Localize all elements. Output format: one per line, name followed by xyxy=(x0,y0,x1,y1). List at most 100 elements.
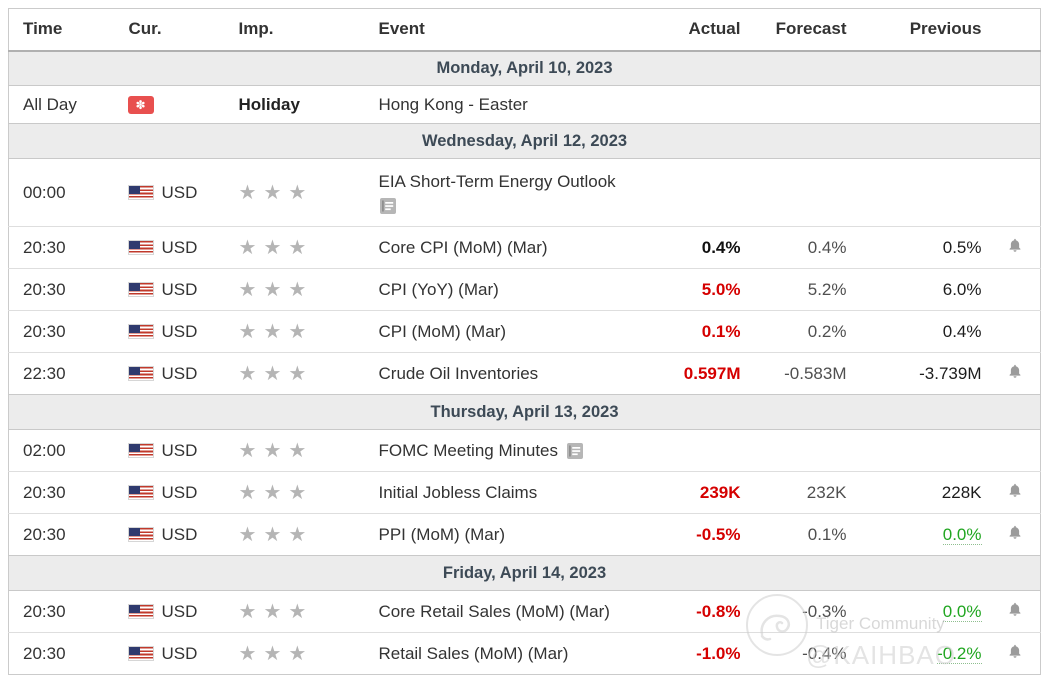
actual-value: -1.0% xyxy=(696,643,741,663)
forecast-cell: 5.2% xyxy=(748,268,855,311)
alert-bell-icon[interactable] xyxy=(1007,237,1023,254)
importance-cell: ★ ★ ★ xyxy=(230,352,371,395)
event-name-link[interactable]: CPI (YoY) (Mar) xyxy=(378,279,499,299)
event-row: 20:30 USD ★ ★ ★ Core CPI (MoM) (Mar) 0.4% 0.4% 0… xyxy=(8,226,1041,269)
currency-cell: USD xyxy=(120,513,231,556)
event-row: 20:30 USD ★ ★ ★ CPI (YoY) (Mar) 5.0% 5.2% 6.0% xyxy=(8,268,1041,311)
importance-star-icon: ★ xyxy=(263,363,282,385)
previous-cell: 0.4% xyxy=(854,310,990,353)
importance-star-icon: ★ xyxy=(288,321,307,343)
event-cell: Core Retail Sales (MoM) (Mar) xyxy=(370,590,676,633)
forecast-cell xyxy=(748,85,855,124)
event-time: 20:30 xyxy=(8,310,121,353)
forecast-value: 0.4% xyxy=(807,237,847,257)
event-name-link[interactable]: Initial Jobless Claims xyxy=(378,482,538,502)
col-header-importance: Imp. xyxy=(230,8,371,52)
importance-star-icon: ★ xyxy=(263,482,282,504)
us-flag-icon xyxy=(127,527,154,543)
report-document-icon[interactable] xyxy=(567,443,583,460)
alert-cell xyxy=(989,590,1041,633)
previous-value: 0.5% xyxy=(942,237,982,257)
report-document-icon[interactable] xyxy=(379,197,676,214)
event-time: 20:30 xyxy=(8,471,121,514)
hong-kong-flag-icon: ✽ xyxy=(127,96,154,115)
currency-cell: USD xyxy=(120,158,231,227)
alert-cell xyxy=(989,429,1041,472)
importance-star-icon: ★ xyxy=(263,182,282,204)
actual-cell: 239K xyxy=(675,471,749,514)
event-time: 22:30 xyxy=(8,352,121,395)
actual-cell: 5.0% xyxy=(675,268,749,311)
alert-bell-icon[interactable] xyxy=(1007,524,1023,541)
importance-star-icon: ★ xyxy=(263,440,282,462)
previous-cell: -3.739M xyxy=(854,352,990,395)
previous-value: -0.2% xyxy=(937,643,982,664)
forecast-value: 232K xyxy=(806,482,847,502)
event-name-link[interactable]: Core CPI (MoM) (Mar) xyxy=(378,237,548,257)
importance-star-icon: ★ xyxy=(288,279,307,301)
economic-calendar-table: Time Cur. Imp. Event Actual Forecast Pre… xyxy=(8,8,1041,675)
event-cell: CPI (YoY) (Mar) xyxy=(370,268,676,311)
event-cell: FOMC Meeting Minutes xyxy=(370,429,676,472)
us-flag-icon xyxy=(127,443,154,459)
currency-code: USD xyxy=(161,182,198,202)
previous-cell: 0.0% xyxy=(854,513,990,556)
event-name-link[interactable]: PPI (MoM) (Mar) xyxy=(378,524,506,544)
event-cell: CPI (MoM) (Mar) xyxy=(370,310,676,353)
alert-bell-icon[interactable] xyxy=(1007,601,1023,618)
event-time: 02:00 xyxy=(8,429,121,472)
importance-star-icon: ★ xyxy=(238,182,257,204)
alert-bell-icon[interactable] xyxy=(1007,643,1023,660)
previous-cell: -0.2% xyxy=(854,632,990,675)
event-cell: Crude Oil Inventories xyxy=(370,352,676,395)
event-name-link[interactable]: Hong Kong - Easter xyxy=(378,94,528,114)
importance-star-icon: ★ xyxy=(288,237,307,259)
event-cell: Core CPI (MoM) (Mar) xyxy=(370,226,676,269)
day-separator-label: Thursday, April 13, 2023 xyxy=(8,394,1041,430)
us-flag-icon xyxy=(127,646,154,662)
previous-value: -3.739M xyxy=(919,363,982,383)
importance-cell: ★ ★ ★ xyxy=(230,632,371,675)
currency-cell: USD xyxy=(120,429,231,472)
previous-value: 228K xyxy=(941,482,982,502)
importance-star-icon: ★ xyxy=(288,482,307,504)
us-flag-icon xyxy=(127,324,154,340)
event-name-link[interactable]: Core Retail Sales (MoM) (Mar) xyxy=(378,601,610,621)
alert-cell xyxy=(989,85,1041,124)
importance-star-icon: ★ xyxy=(288,643,307,665)
event-name-link[interactable]: EIA Short-Term Energy Outlook xyxy=(378,171,616,191)
event-name-link[interactable]: FOMC Meeting Minutes xyxy=(378,440,559,460)
event-name-link[interactable]: Retail Sales (MoM) (Mar) xyxy=(378,643,569,663)
event-time: 20:30 xyxy=(8,632,121,675)
alert-cell xyxy=(989,158,1041,227)
currency-cell: USD xyxy=(120,226,231,269)
event-name-link[interactable]: CPI (MoM) (Mar) xyxy=(378,321,506,341)
currency-code: USD xyxy=(161,363,198,383)
importance-star-icon: ★ xyxy=(238,237,257,259)
importance-star-icon: ★ xyxy=(238,321,257,343)
col-header-time: Time xyxy=(8,8,121,52)
forecast-value: -0.3% xyxy=(802,601,847,621)
actual-cell xyxy=(675,85,749,124)
importance-cell: ★ ★ ★ xyxy=(230,158,371,227)
event-name-link[interactable]: Crude Oil Inventories xyxy=(378,363,539,383)
forecast-cell: 0.2% xyxy=(748,310,855,353)
event-time: 20:30 xyxy=(8,590,121,633)
forecast-cell: -0.3% xyxy=(748,590,855,633)
event-cell: Retail Sales (MoM) (Mar) xyxy=(370,632,676,675)
alert-bell-icon[interactable] xyxy=(1007,482,1023,499)
importance-cell: ★ ★ ★ xyxy=(230,590,371,633)
event-row: 00:00 USD ★ ★ ★ EIA Short-Term Energy Outlook xyxy=(8,158,1041,227)
col-header-previous: Previous xyxy=(854,8,990,52)
alert-cell xyxy=(989,310,1041,353)
currency-cell: USD xyxy=(120,268,231,311)
previous-value: 0.4% xyxy=(942,321,982,341)
importance-cell: ★ ★ ★ xyxy=(230,429,371,472)
alert-bell-icon[interactable] xyxy=(1007,363,1023,380)
previous-value: 0.0% xyxy=(942,524,982,545)
currency-cell: USD xyxy=(120,632,231,675)
event-time: 00:00 xyxy=(8,158,121,227)
actual-cell: 0.597M xyxy=(675,352,749,395)
actual-value: 0.4% xyxy=(701,237,741,257)
previous-value: 6.0% xyxy=(942,279,982,299)
